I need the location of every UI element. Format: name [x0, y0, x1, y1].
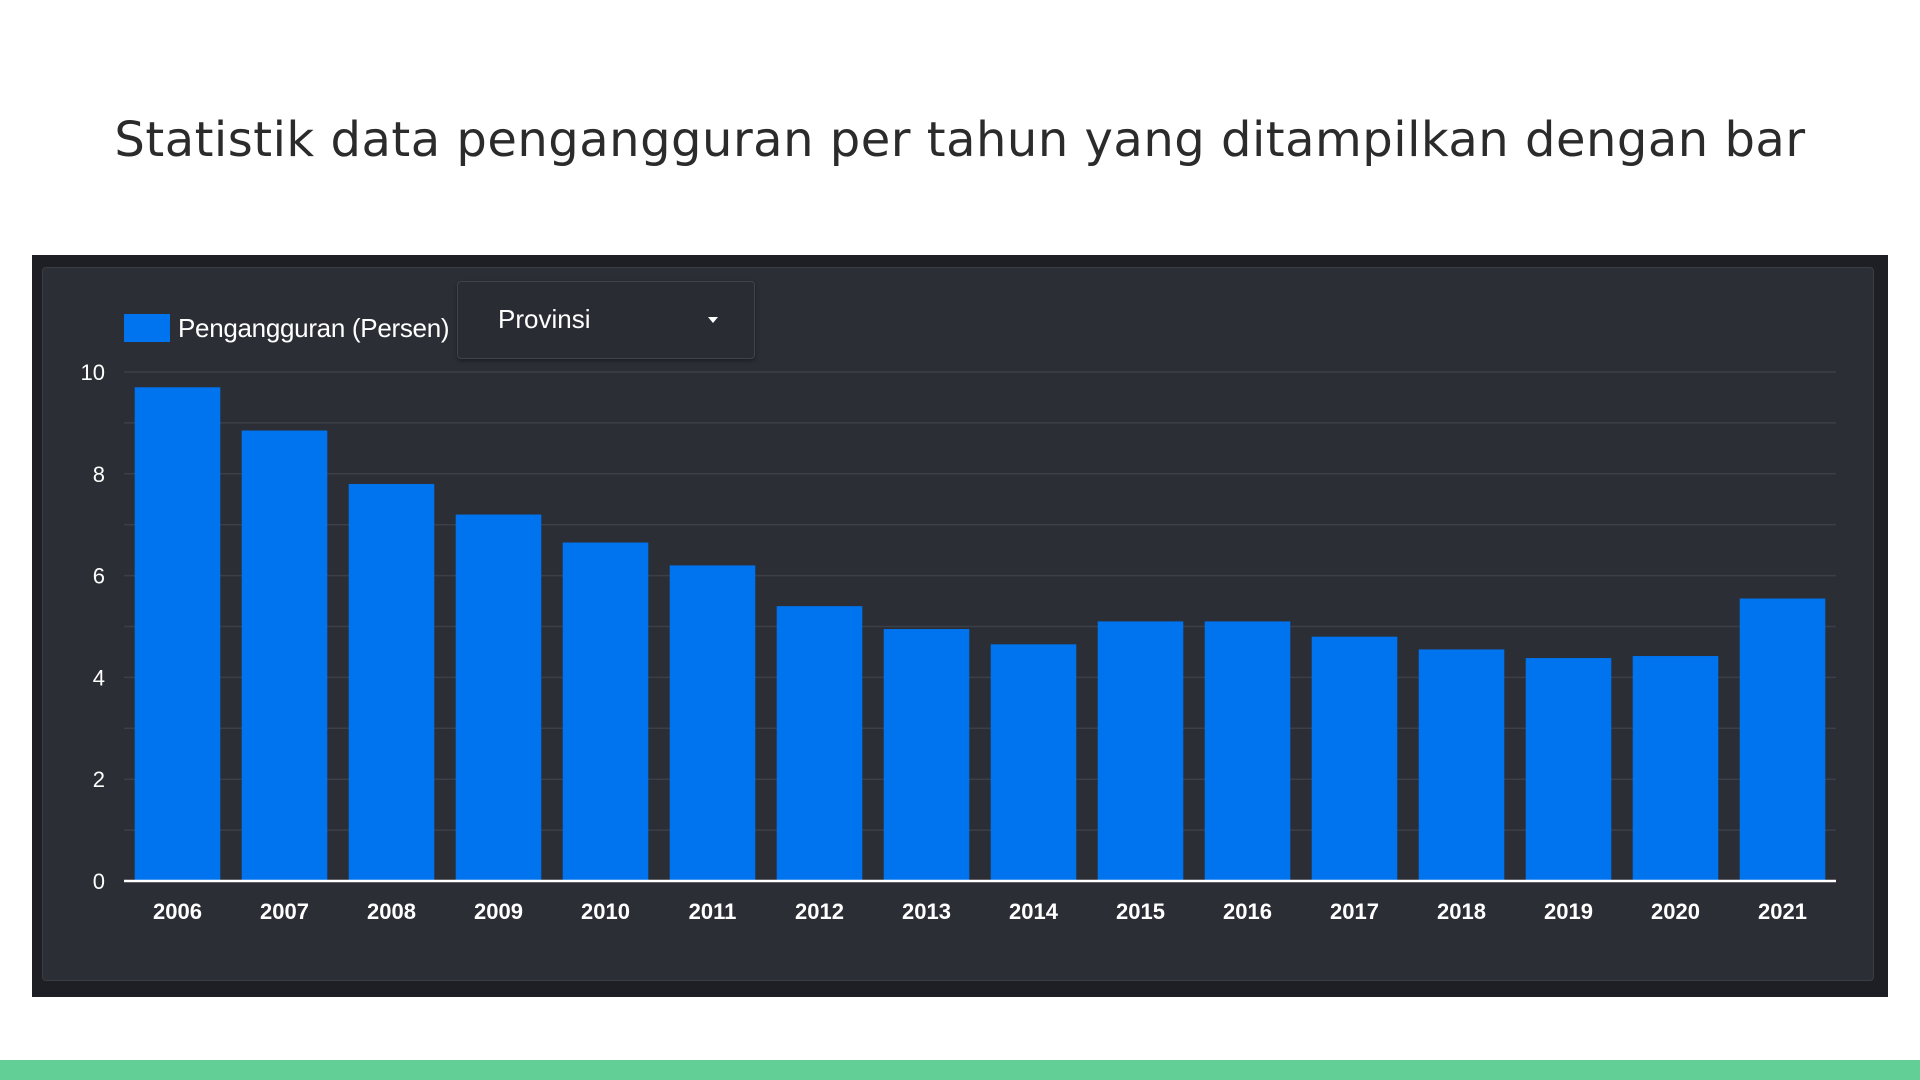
x-tick-label: 2016 — [1223, 899, 1272, 924]
x-tick-label: 2017 — [1330, 899, 1379, 924]
accent-bar — [0, 1060, 1920, 1080]
bar-2015[interactable] — [1097, 621, 1184, 881]
x-tick-label: 2011 — [689, 899, 737, 924]
x-tick-label: 2020 — [1651, 899, 1700, 924]
bar-chart: 0 2 4 6 8 10 2006 2007 2008 2009 2010 2011 2012 2013 2… — [81, 360, 1836, 924]
x-tick-label: 2007 — [260, 899, 309, 924]
x-tick-label: 2008 — [367, 899, 416, 924]
bar-2011[interactable] — [669, 565, 756, 881]
y-tick-label: 8 — [93, 462, 105, 487]
bar-2012[interactable] — [776, 606, 863, 881]
x-tick-label: 2019 — [1544, 899, 1593, 924]
bar-2021[interactable] — [1739, 598, 1826, 881]
caret-down-icon — [708, 317, 718, 323]
y-tick-label: 2 — [93, 767, 105, 792]
x-tick-label: 2015 — [1116, 899, 1165, 924]
bar-2020[interactable] — [1632, 656, 1719, 881]
x-tick-label: 2012 — [795, 899, 844, 924]
bar-2016[interactable] — [1204, 621, 1291, 881]
y-tick-label: 4 — [93, 665, 105, 690]
bar-2008[interactable] — [348, 483, 435, 881]
x-tick-label: 2021 — [1758, 899, 1807, 924]
bar-2017[interactable] — [1311, 636, 1398, 881]
x-tick-label: 2006 — [153, 899, 202, 924]
y-tick-label: 0 — [93, 869, 105, 894]
bar-2013[interactable] — [883, 629, 970, 881]
slide-title: Statistik data pengangguran per tahun ya… — [114, 112, 1806, 168]
x-tick-label: 2013 — [902, 899, 951, 924]
bar-2010[interactable] — [562, 542, 649, 881]
legend-label: Pengangguran (Persen) — [178, 312, 450, 343]
x-tick-label: 2018 — [1437, 899, 1486, 924]
bar-2019[interactable] — [1525, 658, 1612, 881]
legend-swatch — [124, 314, 170, 342]
y-tick-label: 6 — [93, 564, 105, 589]
bar-2009[interactable] — [455, 514, 542, 881]
provinsi-dropdown[interactable]: Provinsi — [457, 281, 755, 359]
bar-2014[interactable] — [990, 644, 1077, 881]
x-tick-label: 2014 — [1009, 899, 1059, 924]
x-tick-label: 2010 — [581, 899, 630, 924]
dropdown-value: Provinsi — [498, 304, 591, 334]
y-tick-label: 10 — [81, 360, 105, 385]
x-tick-label: 2009 — [474, 899, 523, 924]
bar-2007[interactable] — [241, 430, 328, 881]
bar-2006[interactable] — [134, 387, 221, 881]
chart-legend: Pengangguran (Persen) — [124, 312, 450, 344]
bar-2018[interactable] — [1418, 649, 1505, 881]
